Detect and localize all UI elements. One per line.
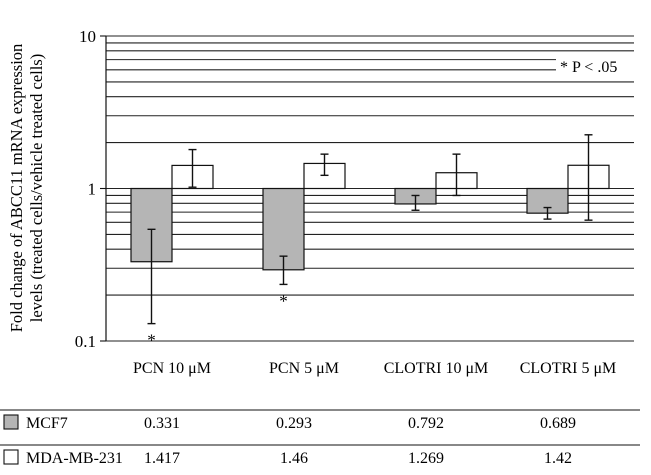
y-axis-label-line2: levels (treated cells/vehicle treated ce… [27, 54, 46, 322]
table-value: 0.689 [540, 415, 576, 432]
legend-label: MCF7 [26, 415, 68, 432]
significance-star: * [279, 291, 288, 310]
table-value: 0.331 [144, 415, 180, 432]
legend-swatch [3, 449, 19, 465]
table-value: 1.46 [280, 450, 308, 467]
table-value: 1.42 [544, 450, 572, 467]
x-category-label: CLOTRI 5 μM [520, 360, 617, 377]
legend-swatch [3, 414, 19, 430]
y-tick-label: 10 [79, 27, 96, 46]
x-category-label: PCN 10 μM [133, 360, 211, 377]
bars [130, 162, 610, 271]
x-category-label: CLOTRI 10 μM [384, 360, 489, 377]
data-table: MCF7 0.331 0.293 0.792 0.689 MDA-MB-231 1.417 1… [0, 409, 640, 467]
significance-annotation: * P < .05 [560, 59, 617, 76]
x-category-label: PCN 5 μM [269, 360, 339, 377]
table-value: 0.293 [276, 415, 312, 432]
table-value: 1.417 [144, 450, 180, 467]
significance-star: * [147, 331, 156, 350]
y-axis-label: Fold change of ABCC11 mRNA expression le… [7, 44, 46, 333]
y-axis-label-line1: Fold change of ABCC11 mRNA expression [7, 44, 26, 333]
table-value: 0.792 [408, 415, 444, 432]
gridlines [106, 35, 634, 342]
table-value: 1.269 [408, 450, 444, 467]
error-bars [147, 134, 593, 325]
x-axis-categories: PCN 10 μM PCN 5 μM CLOTRI 10 μM CLOTRI 5 μM [133, 360, 616, 377]
significance-markers: ** [147, 291, 288, 349]
y-axis-ticks: 0.1 1 10 [75, 27, 106, 351]
annotation-mask [556, 57, 634, 77]
y-tick-label: 1 [88, 180, 97, 199]
legend-label: MDA-MB-231 [26, 450, 123, 467]
y-tick-label: 0.1 [75, 332, 96, 351]
